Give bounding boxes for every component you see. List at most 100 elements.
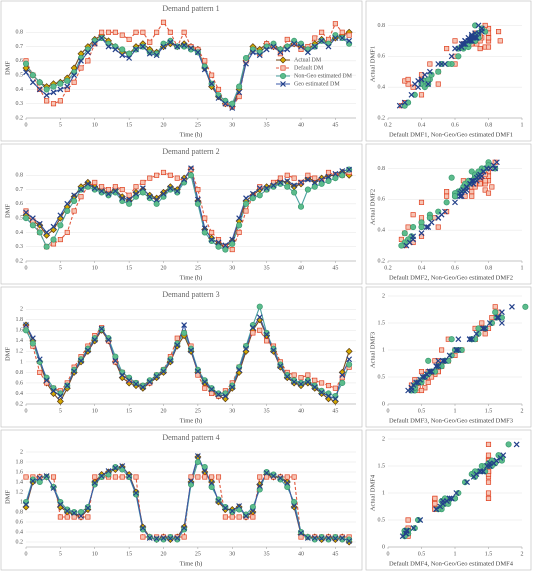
marker	[318, 180, 325, 187]
panel-frame	[0, 0, 363, 142]
marker	[91, 481, 98, 488]
marker	[311, 382, 318, 389]
marker	[112, 29, 118, 35]
marker	[270, 40, 277, 47]
y-tick-label: 0.2	[16, 115, 24, 121]
marker	[498, 457, 505, 464]
marker	[263, 185, 270, 192]
marker	[154, 29, 160, 35]
marker	[105, 335, 112, 342]
marker	[50, 474, 57, 480]
marker	[242, 200, 250, 207]
marker	[332, 385, 338, 391]
marker	[410, 212, 416, 218]
marker	[243, 208, 249, 214]
x-tick-label: 1	[521, 265, 524, 271]
marker	[78, 57, 84, 64]
marker	[84, 505, 91, 511]
marker	[133, 46, 139, 53]
marker	[304, 49, 311, 56]
marker	[401, 230, 408, 237]
x-axis-label: Time (h)	[180, 131, 203, 138]
x-tick-label: 15	[126, 408, 132, 414]
marker	[477, 468, 484, 475]
marker	[304, 46, 311, 53]
marker	[215, 496, 222, 503]
x-tick-label: 0.8	[485, 265, 493, 271]
marker	[112, 359, 118, 365]
marker	[298, 43, 304, 50]
marker	[181, 43, 188, 50]
marker	[98, 189, 105, 196]
marker	[485, 25, 492, 32]
marker	[105, 40, 112, 47]
marker	[43, 86, 50, 93]
marker	[181, 526, 188, 533]
marker	[77, 508, 85, 516]
marker	[319, 29, 325, 35]
marker	[201, 378, 208, 385]
y-tick-label: 0.5	[16, 216, 24, 222]
marker	[346, 356, 353, 363]
y-tick-label: 1.6	[16, 328, 24, 334]
marker	[475, 22, 482, 29]
marker	[57, 212, 64, 219]
marker	[398, 242, 405, 249]
marker	[174, 189, 181, 196]
marker	[460, 41, 467, 47]
marker	[71, 510, 78, 516]
marker	[22, 64, 30, 72]
marker	[408, 91, 415, 98]
marker	[444, 189, 450, 195]
marker	[426, 68, 433, 75]
marker	[279, 56, 287, 64]
marker	[263, 46, 270, 53]
marker	[298, 375, 304, 381]
marker	[208, 80, 215, 87]
marker	[215, 474, 222, 480]
marker	[311, 535, 318, 541]
x-tick-label: 1.5	[485, 551, 493, 557]
marker	[78, 513, 84, 519]
marker	[126, 473, 133, 481]
marker	[492, 165, 499, 172]
marker	[249, 503, 256, 511]
marker	[201, 468, 208, 474]
marker	[126, 196, 133, 203]
marker	[305, 372, 311, 378]
marker	[485, 441, 492, 447]
y-tick-label: 0.6	[16, 380, 24, 386]
marker	[140, 29, 146, 35]
marker	[405, 76, 411, 82]
marker	[291, 503, 298, 509]
y-tick-label: 1	[382, 347, 385, 353]
marker	[22, 60, 30, 67]
y-tick-label: 2	[20, 307, 23, 313]
marker	[290, 503, 298, 511]
marker	[448, 53, 455, 60]
marker	[77, 54, 85, 62]
marker	[29, 72, 36, 79]
marker	[425, 224, 432, 230]
marker	[403, 242, 410, 249]
marker	[50, 485, 57, 491]
marker	[174, 188, 181, 194]
marker	[458, 186, 465, 194]
marker	[84, 46, 91, 53]
marker	[91, 185, 98, 192]
marker	[418, 230, 425, 237]
marker	[439, 347, 445, 353]
x-tick-label: 30	[229, 122, 235, 128]
marker	[498, 320, 505, 326]
marker	[160, 40, 167, 47]
marker	[132, 193, 140, 200]
marker	[209, 72, 215, 78]
marker	[112, 188, 119, 194]
marker	[498, 309, 505, 316]
marker	[133, 29, 139, 35]
marker	[291, 37, 298, 44]
marker	[208, 236, 215, 243]
marker	[64, 83, 71, 90]
y-tick-label: 0.4	[16, 529, 24, 535]
panel-frame	[365, 286, 532, 428]
